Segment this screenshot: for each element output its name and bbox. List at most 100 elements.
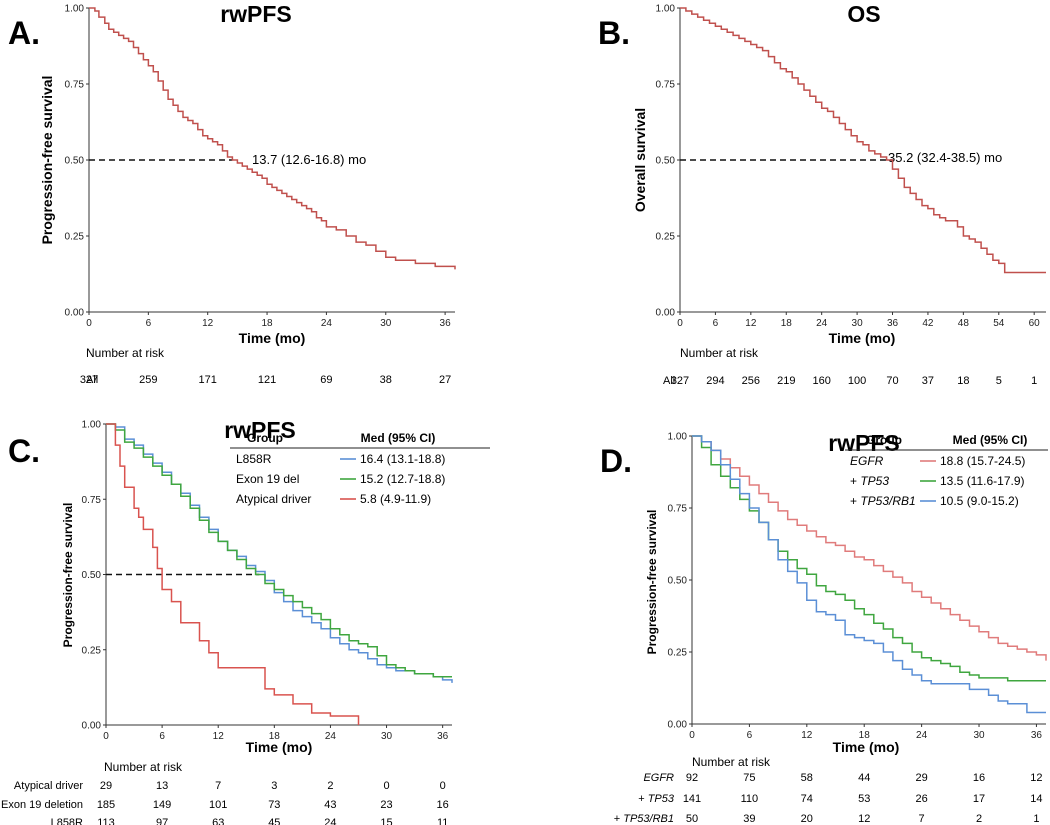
risk-row-label: All	[86, 374, 98, 386]
risk-count: 171	[199, 374, 217, 386]
risk-count: 5	[996, 375, 1002, 387]
y-tick-label: 0.25	[656, 232, 676, 243]
panel-title: rwPFS	[224, 417, 296, 443]
risk-count: 58	[801, 772, 813, 784]
y-axis-label: Overall survival	[632, 108, 648, 212]
y-tick-label: 0.50	[668, 576, 688, 587]
x-tick-label: 30	[381, 731, 393, 742]
y-axis-label: Progression-free survival	[61, 503, 75, 648]
risk-count: 13	[156, 780, 168, 792]
km-curve-atypical-driver	[106, 423, 360, 725]
risk-label-prefix: +	[638, 793, 647, 805]
risk-count: 44	[858, 772, 870, 784]
km-curve-all	[89, 7, 456, 270]
risk-count: 100	[848, 375, 866, 387]
risk-count: 29	[915, 772, 927, 784]
x-tick-label: 0	[103, 731, 109, 742]
risk-count: 121	[258, 374, 276, 386]
risk-count: 149	[153, 799, 171, 811]
x-axis-label: Time (mo)	[833, 739, 900, 755]
risk-count: 37	[922, 375, 934, 387]
y-tick-label: 0.50	[656, 156, 676, 167]
risk-count: 69	[320, 374, 332, 386]
risk-count: 2	[327, 780, 333, 792]
km-curve--tp53-rb1	[692, 435, 1046, 714]
panel-title: OS	[847, 1, 880, 27]
y-tick-label: 0.50	[82, 570, 102, 581]
risk-count: 75	[743, 772, 755, 784]
x-tick-label: 54	[993, 318, 1005, 329]
panel-letter: A.	[8, 15, 40, 51]
risk-count: 50	[686, 813, 698, 825]
y-tick-label: 0.75	[656, 80, 676, 91]
y-tick-label: 0.75	[82, 495, 102, 506]
panel-letter: B.	[598, 15, 630, 51]
risk-count: 18	[957, 375, 969, 387]
x-tick-label: 12	[202, 318, 214, 329]
risk-count: 74	[801, 793, 813, 805]
panel-title: rwPFS	[220, 1, 292, 27]
risk-count: 12	[858, 813, 870, 825]
risk-count: 24	[324, 817, 336, 825]
legend-header-group: Group	[247, 431, 283, 445]
risk-count: 141	[683, 793, 701, 805]
median-annotation: 13.7 (12.6-16.8) mo	[252, 152, 366, 167]
risk-count: 7	[215, 780, 221, 792]
risk-count: 185	[97, 799, 115, 811]
risk-count: 63	[212, 817, 224, 825]
risk-count: 38	[380, 374, 392, 386]
legend-label-prefix: +	[850, 494, 860, 508]
risk-count: 70	[886, 375, 898, 387]
risk-count: 113	[97, 817, 115, 825]
risk-count: 73	[268, 799, 280, 811]
risk-table-header: Number at risk	[104, 760, 183, 774]
x-axis-label: Time (mo)	[239, 330, 306, 346]
risk-count: 294	[706, 375, 724, 387]
legend-label-gene: EGFR	[850, 454, 884, 468]
legend-label-gene: TP53/RB1	[860, 494, 915, 508]
risk-count: 160	[812, 375, 830, 387]
risk-count: 110	[741, 793, 759, 805]
x-tick-label: 0	[86, 318, 92, 329]
risk-count: 0	[440, 780, 446, 792]
y-tick-label: 0.25	[65, 232, 85, 243]
risk-count: 7	[919, 813, 925, 825]
risk-count: 219	[777, 375, 795, 387]
x-tick-label: 48	[958, 318, 970, 329]
x-tick-label: 24	[325, 731, 337, 742]
y-axis-label: Progression-free survival	[645, 510, 659, 655]
risk-table-header: Number at risk	[86, 346, 165, 360]
risk-count: 14	[1030, 793, 1042, 805]
x-tick-label: 24	[816, 318, 828, 329]
risk-count: 0	[383, 780, 389, 792]
panel-letter: D.	[600, 443, 632, 479]
y-tick-label: 1.00	[656, 4, 676, 15]
risk-count: 26	[915, 793, 927, 805]
risk-count: 1	[1031, 375, 1037, 387]
x-tick-label: 18	[781, 318, 793, 329]
risk-count: 2	[976, 813, 982, 825]
risk-label-prefix: +	[614, 813, 623, 825]
risk-count: 39	[743, 813, 755, 825]
y-tick-label: 0.00	[656, 308, 676, 319]
risk-row-label: Atypical driver	[14, 780, 83, 792]
x-tick-label: 36	[887, 318, 899, 329]
legend-group-label: + TP53	[850, 474, 889, 488]
risk-count: 97	[156, 817, 168, 825]
risk-row-label: + TP53	[638, 793, 675, 805]
risk-count: 16	[973, 772, 985, 784]
x-tick-label: 36	[440, 318, 452, 329]
x-tick-label: 6	[159, 731, 165, 742]
x-tick-label: 18	[261, 318, 273, 329]
x-tick-label: 30	[380, 318, 392, 329]
km-curve--tp53	[692, 435, 1046, 682]
panel-letter: C.	[8, 433, 40, 469]
risk-row-label: Exon 19 deletion	[1, 799, 83, 811]
median-annotation: 35.2 (32.4-38.5) mo	[888, 150, 1002, 165]
panel-b: B. OS 0.00 0.25 0.50 0.75 1.00 0 6 12 18 24 30 36 42 48…	[598, 1, 1046, 387]
risk-count: 29	[100, 780, 112, 792]
y-tick-label: 0.00	[668, 720, 688, 731]
risk-count: 15	[380, 817, 392, 825]
x-tick-label: 0	[677, 318, 683, 329]
